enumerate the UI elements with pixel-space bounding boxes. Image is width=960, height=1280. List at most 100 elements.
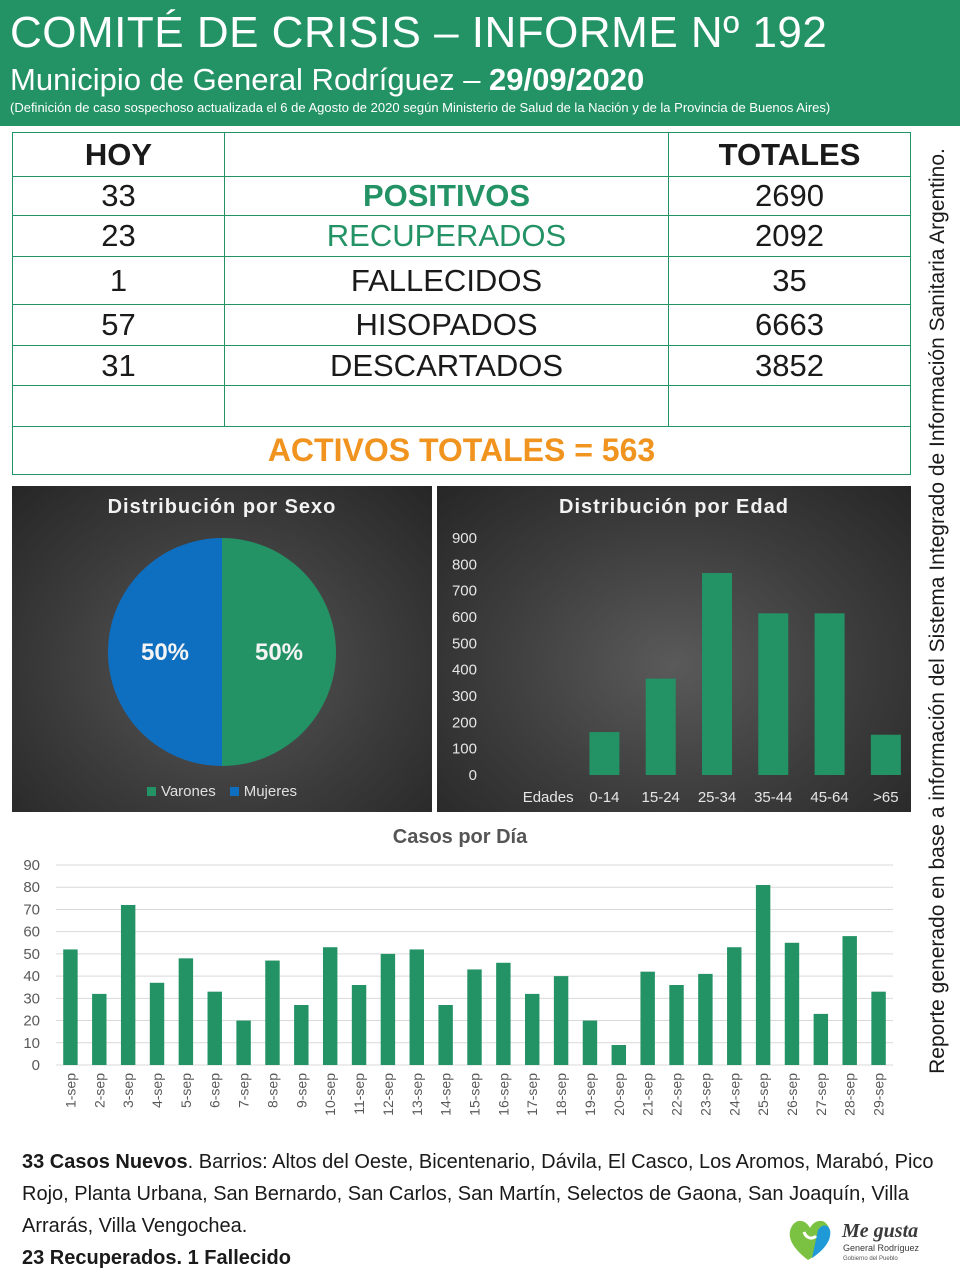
day-bar (409, 949, 424, 1065)
x-tick-label: >65 (873, 789, 898, 806)
col-header-total: TOTALES (718, 136, 861, 172)
x-tick-label: 23-sep (697, 1073, 713, 1116)
y-tick-label: 60 (23, 924, 40, 941)
day-bar (351, 985, 367, 1065)
report-title: COMITÉ DE CRISIS – INFORME Nº 192 (10, 8, 828, 57)
age-distribution-panel: Distribución por Edad 0 100 200 300 400 500 60… (437, 486, 911, 812)
day-bar (322, 947, 338, 1065)
day-bar (294, 1005, 309, 1065)
age-bar (814, 613, 845, 775)
y-tick-label: 600 (452, 609, 477, 626)
table-divider (13, 426, 910, 427)
x-tick-label: 7-sep (236, 1073, 252, 1108)
age-bar (870, 734, 901, 775)
logo-line2: Gobierno del Pueblo (843, 1256, 898, 1262)
day-bar (525, 993, 540, 1065)
pie-legend: Varones Mujeres (12, 783, 432, 800)
table-divider (13, 385, 910, 386)
chart-title: Distribución por Edad (559, 496, 789, 518)
x-tick-label: 25-34 (698, 789, 736, 806)
x-tick-label: 27-sep (813, 1073, 829, 1116)
y-tick-label: 40 (23, 968, 40, 985)
legend-item-varones: Varones (146, 783, 216, 800)
age-bar (758, 613, 789, 775)
day-bar (813, 1013, 829, 1065)
x-tick-label: 45-64 (810, 789, 848, 806)
pie-slice (222, 538, 336, 766)
x-tick-label: 11-sep (351, 1073, 367, 1115)
x-tick-label: 26-sep (784, 1073, 800, 1116)
day-bar (553, 976, 569, 1065)
table-divider (13, 345, 910, 346)
x-axis-label: Edades (523, 789, 574, 806)
y-tick-label: 700 (452, 583, 477, 600)
day-bar (63, 949, 78, 1065)
day-bar (467, 969, 482, 1065)
day-bar (178, 958, 194, 1065)
positivos-total: 2690 (755, 178, 824, 213)
y-tick-label: 500 (452, 635, 477, 652)
fallecidos-today: 1 (109, 262, 128, 298)
table-divider (224, 133, 225, 426)
recuperados-total: 2092 (755, 218, 824, 253)
day-bar (727, 947, 742, 1065)
day-bar (755, 885, 771, 1065)
report-footer: 33 Casos Nuevos. Barrios: Altos del Oest… (22, 1146, 952, 1274)
table-divider (13, 176, 910, 177)
x-tick-label: 21-sep (640, 1073, 656, 1116)
report-date: 29/09/2020 (489, 62, 645, 97)
day-bar (207, 991, 222, 1065)
x-tick-label: 5-sep (178, 1073, 194, 1108)
day-bar (380, 953, 396, 1065)
age-bar (702, 573, 732, 775)
table-divider (13, 215, 910, 216)
x-tick-label: 0-14 (589, 789, 619, 806)
pie-slice (108, 538, 222, 766)
new-cases-count: 33 Casos Nuevos (22, 1151, 188, 1173)
y-tick-label: 0 (32, 1057, 40, 1074)
recovered-text: 23 Recuperados. 1 Fallecido (22, 1247, 291, 1269)
daily-cases-chart: Casos por Día 0 10 20 30 40 50 60 70 80 90 1-sep 2-s… (23, 826, 893, 1116)
legend-swatch (146, 787, 156, 796)
heart-smile-mark (802, 1231, 818, 1240)
case-definition-note: (Definición de caso sospechoso actualiza… (10, 100, 831, 115)
descartados-today: 31 (101, 347, 136, 383)
legend-swatch (229, 787, 239, 796)
x-tick-label: 13-sep (409, 1073, 425, 1116)
chart-title: Casos por Día (393, 826, 528, 848)
day-bar (698, 973, 713, 1065)
x-tick-label: 8-sep (264, 1073, 280, 1108)
y-tick-label: 900 (452, 530, 477, 547)
x-tick-label: 22-sep (669, 1073, 685, 1116)
y-tick-label: 50 (23, 946, 40, 963)
day-bar (496, 962, 511, 1065)
x-tick-label: 28-sep (842, 1073, 858, 1116)
report-subtitle: Municipio de General Rodríguez – 29/09/2… (10, 62, 644, 98)
y-tick-label: 300 (452, 688, 477, 705)
source-side-note: Reporte generado en base a información d… (926, 148, 949, 1074)
barrios-list: . Barrios: Altos del Oeste, Bicentenario… (22, 1151, 934, 1237)
x-tick-label: 3-sep (120, 1073, 136, 1108)
day-bar (669, 985, 684, 1065)
col-header-today: HOY (84, 136, 153, 172)
y-tick-label: 20 (23, 1013, 40, 1030)
day-bar (582, 1020, 598, 1065)
day-bar (842, 936, 857, 1065)
y-tick-label: 400 (452, 662, 477, 679)
x-tick-label: 4-sep (149, 1073, 165, 1108)
age-bar (589, 732, 620, 775)
fallecidos-total: 35 (772, 262, 807, 298)
day-bar (92, 993, 107, 1065)
legend-label: Varones (160, 783, 216, 800)
day-bar (265, 960, 280, 1065)
sex-distribution-panel: Distribución por Sexo 50% 50% Varones Muj… (12, 486, 432, 812)
new-cases-paragraph: 33 Casos Nuevos. Barrios: Altos del Oest… (22, 1146, 952, 1242)
age-bar-chart: 0 100 200 300 400 500 600 700 800 900 Edades 0-14 15… (452, 530, 901, 806)
pie-chart: 50% 50% (108, 538, 336, 766)
hisopados-today: 57 (101, 307, 136, 342)
heart-right-shape (812, 1225, 831, 1258)
x-tick-label: 25-sep (755, 1073, 771, 1116)
x-tick-label: 16-sep (495, 1073, 511, 1116)
x-tick-label: 6-sep (207, 1073, 223, 1108)
positivos-today: 33 (101, 178, 136, 213)
